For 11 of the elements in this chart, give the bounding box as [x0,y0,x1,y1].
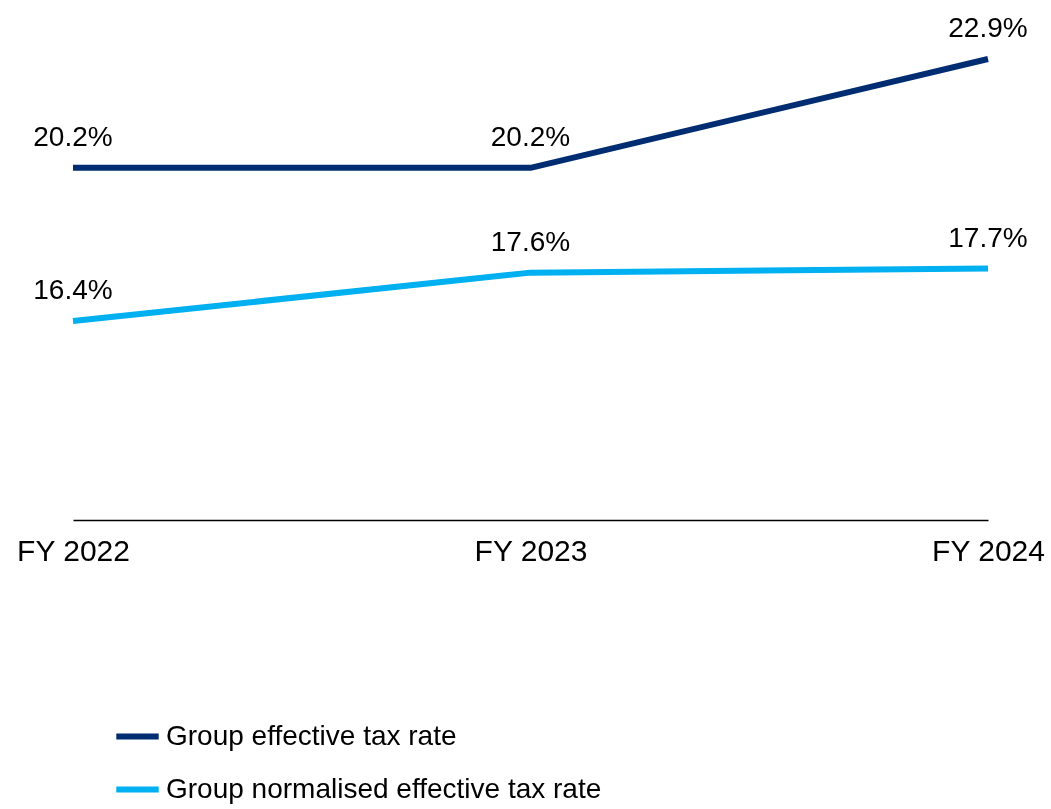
data-label: 17.7% [948,221,1028,253]
x-tick-label: FY 2022 [17,533,130,567]
legend-label: Group effective tax rate [166,719,457,751]
legend-label: Group normalised effective tax rate [166,772,602,804]
data-label: 20.2% [33,120,113,152]
x-tick-label: FY 2024 [932,533,1045,567]
data-label: 22.9% [948,12,1028,43]
data-label: 20.2% [490,120,571,152]
x-tick-label: FY 2023 [474,533,588,567]
data-label: 16.4% [33,274,113,305]
data-label: 17.6% [490,225,571,257]
